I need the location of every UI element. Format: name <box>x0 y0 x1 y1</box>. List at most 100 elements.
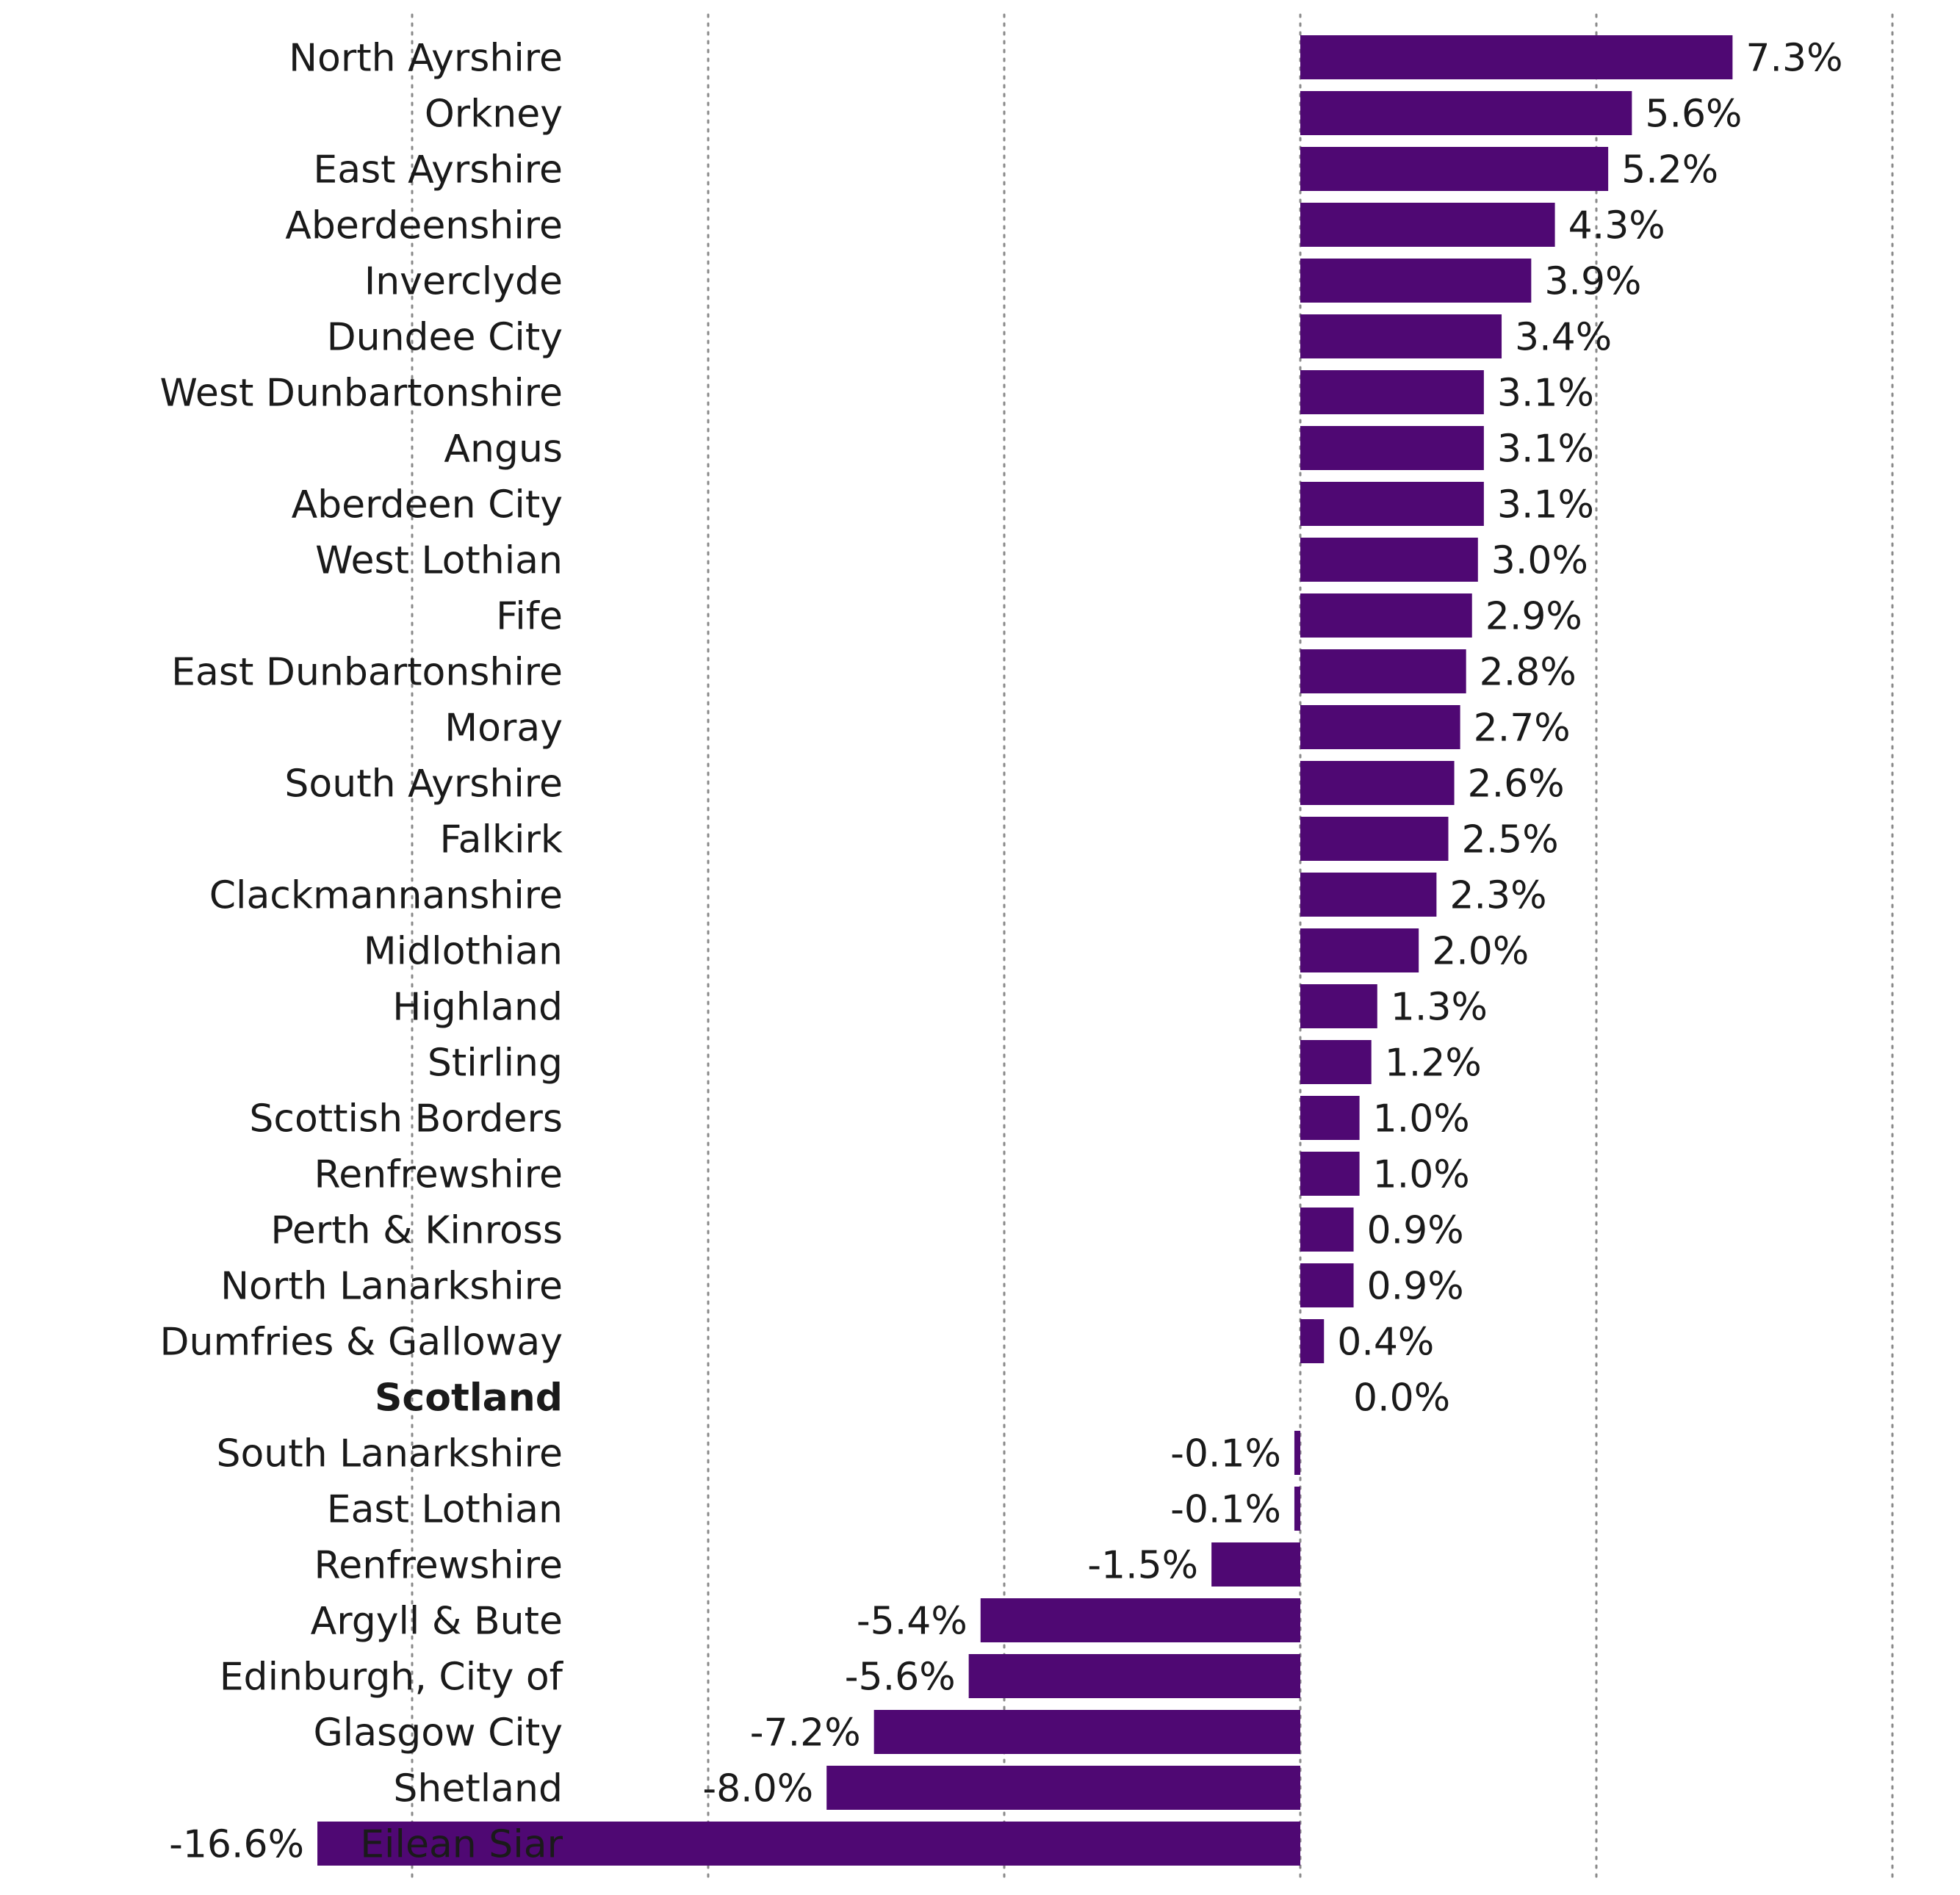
category-label: Scotland <box>375 1376 563 1421</box>
category-label: Stirling <box>428 1042 563 1086</box>
category-label: Eilean Siar <box>360 1823 563 1867</box>
category-label: East Lothian <box>327 1488 563 1532</box>
bar <box>317 1822 1300 1866</box>
value-label: 2.6% <box>1468 762 1565 806</box>
value-label: 2.3% <box>1449 874 1546 918</box>
category-label: Angus <box>444 427 563 472</box>
bar <box>1294 1431 1300 1475</box>
bar <box>826 1766 1300 1810</box>
bar <box>1300 1152 1360 1196</box>
bar <box>1300 538 1478 582</box>
value-label: 0.0% <box>1353 1376 1450 1421</box>
value-label: 5.6% <box>1645 93 1742 137</box>
value-label: 2.9% <box>1485 595 1582 639</box>
bar <box>1300 1040 1372 1084</box>
value-label: 4.3% <box>1568 204 1665 248</box>
bar <box>1300 1319 1325 1363</box>
bar <box>1300 370 1484 414</box>
category-label: Midlothian <box>364 930 563 974</box>
category-label: North Lanarkshire <box>220 1265 563 1309</box>
category-label: South Lanarkshire <box>216 1432 563 1476</box>
category-label: Highland <box>392 986 563 1030</box>
category-label: Orkney <box>425 93 563 137</box>
value-label: -7.2% <box>750 1711 861 1755</box>
bar <box>1300 705 1460 749</box>
bar <box>1300 649 1466 693</box>
category-label: Inverclyde <box>364 260 563 304</box>
value-label: 2.0% <box>1432 930 1529 974</box>
bar <box>873 1710 1300 1754</box>
bar <box>1300 426 1484 470</box>
value-label: 1.2% <box>1385 1042 1482 1086</box>
bar <box>1294 1487 1300 1531</box>
category-label: Edinburgh, City of <box>220 1656 564 1700</box>
value-label: 3.9% <box>1544 260 1641 304</box>
value-label: 3.4% <box>1515 316 1612 360</box>
category-label: North Ayrshire <box>289 37 563 81</box>
category-label: Moray <box>444 707 563 751</box>
category-label: Perth & Kinross <box>270 1209 563 1253</box>
value-label: 3.0% <box>1491 539 1588 583</box>
category-label: Aberdeen City <box>292 483 563 527</box>
bar <box>1300 1096 1360 1140</box>
category-label: Dumfries & Galloway <box>159 1321 563 1365</box>
value-label: 2.7% <box>1474 707 1571 751</box>
value-label: 3.1% <box>1497 483 1594 527</box>
value-label: 0.9% <box>1367 1209 1464 1253</box>
value-label: -16.6% <box>169 1823 304 1867</box>
bar <box>1300 1263 1354 1307</box>
bar <box>1300 35 1733 79</box>
bar <box>980 1598 1300 1642</box>
category-label: Renfrewshire <box>314 1544 563 1588</box>
value-label: -0.1% <box>1170 1432 1281 1476</box>
bar <box>968 1654 1300 1698</box>
value-label: 1.0% <box>1373 1153 1470 1197</box>
value-label: -0.1% <box>1170 1488 1281 1532</box>
value-label: 5.2% <box>1621 148 1718 192</box>
category-label: Shetland <box>393 1767 563 1811</box>
value-label: -5.6% <box>845 1656 956 1700</box>
value-label: 0.9% <box>1367 1265 1464 1309</box>
bar <box>1211 1542 1300 1587</box>
category-label: Scottish Borders <box>249 1097 563 1141</box>
bar <box>1300 928 1419 972</box>
value-label: -5.4% <box>857 1600 968 1644</box>
value-label: -8.0% <box>702 1767 813 1811</box>
value-label: 0.4% <box>1337 1321 1434 1365</box>
bar <box>1300 817 1449 861</box>
bar <box>1300 761 1455 805</box>
bar <box>1300 203 1555 247</box>
value-label: 1.0% <box>1373 1097 1470 1141</box>
category-label: Falkirk <box>439 818 563 862</box>
bar <box>1300 482 1484 526</box>
bar <box>1300 314 1502 358</box>
value-label: 7.3% <box>1745 37 1842 81</box>
bar <box>1300 147 1609 191</box>
category-label: West Dunbartonshire <box>160 372 563 416</box>
bar <box>1300 984 1377 1028</box>
category-label: East Ayrshire <box>313 148 563 192</box>
category-label: Renfrewshire <box>314 1153 563 1197</box>
category-label: South Ayrshire <box>284 762 563 806</box>
bar <box>1300 1208 1354 1252</box>
category-label: Argyll & Bute <box>311 1600 563 1644</box>
category-labels: North Ayrshire Orkney East Ayrshire Aberdee… <box>159 37 563 1867</box>
value-labels: 7.3%5.6% 5.2% 4.3% 3.9% 3.4% 3.1% 3.1% 3.1% 3.0%… <box>169 37 1842 1867</box>
bar <box>1300 259 1532 303</box>
category-label: Aberdeenshire <box>285 204 563 248</box>
category-label: Dundee City <box>327 316 563 360</box>
bar <box>1300 593 1472 638</box>
bar <box>1300 873 1437 917</box>
category-label: East Dunbartonshire <box>171 651 563 695</box>
category-label: Clackmannanshire <box>209 874 563 918</box>
category-label: West Lothian <box>315 539 563 583</box>
value-label: 3.1% <box>1497 427 1594 472</box>
value-label: 3.1% <box>1497 372 1594 416</box>
category-label: Fife <box>496 595 563 639</box>
bars <box>317 35 1733 1866</box>
value-label: -1.5% <box>1087 1544 1198 1588</box>
bar <box>1300 91 1632 135</box>
value-label: 1.3% <box>1391 986 1488 1030</box>
